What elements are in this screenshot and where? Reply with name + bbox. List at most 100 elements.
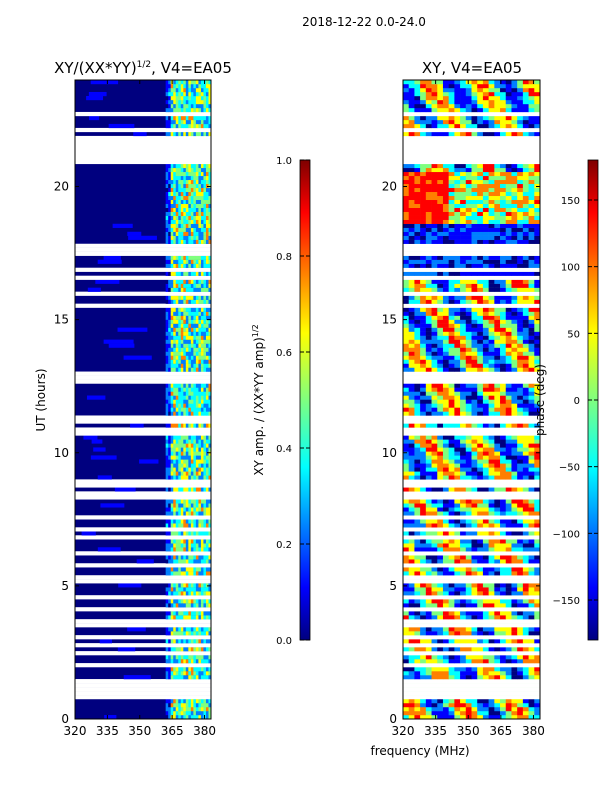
- amp-cell: [200, 311, 204, 316]
- phase-cell: [454, 355, 461, 360]
- phase-cell: [477, 331, 484, 336]
- phase-cell: [534, 471, 541, 476]
- phase-cell: [505, 199, 512, 205]
- phase-cell: [442, 187, 449, 193]
- phase-cell: [465, 223, 472, 228]
- amp-cell: [190, 219, 194, 224]
- phase-cell: [505, 383, 512, 388]
- amp-cell: [178, 199, 182, 205]
- amp-cell: [190, 439, 194, 444]
- phase-cell: [471, 167, 478, 173]
- phase-cell: [408, 715, 415, 720]
- amp-cell: [205, 435, 209, 440]
- phase-cell: [517, 231, 524, 236]
- amp-cell: [178, 603, 182, 608]
- phase-cell: [471, 583, 478, 588]
- amp-cell: [195, 283, 199, 288]
- amp-cell: [170, 411, 174, 416]
- amp-cell: [180, 167, 184, 173]
- amp-cell: [193, 659, 197, 664]
- phase-cell: [494, 179, 501, 185]
- amp-cell: [193, 295, 197, 300]
- phase-cell: [511, 295, 518, 300]
- amp-cell: [200, 615, 204, 620]
- amp-cell: [193, 439, 197, 444]
- phase-cell: [517, 99, 524, 105]
- phase-cell: [403, 403, 410, 408]
- amp-cell: [183, 191, 187, 197]
- phase-cell: [414, 707, 421, 712]
- amp-cell: [190, 399, 194, 404]
- amp-cell: [183, 411, 187, 416]
- phase-cell: [465, 171, 472, 177]
- phase-cell: [414, 339, 421, 344]
- phase-cell: [425, 451, 432, 456]
- phase-cell: [517, 167, 524, 173]
- amp-cell: [208, 655, 212, 660]
- amp-cell: [200, 639, 204, 644]
- phase-cell: [488, 411, 495, 416]
- phase-cell: [488, 207, 495, 212]
- amp-cell: [188, 627, 192, 632]
- phase-cell: [488, 391, 495, 396]
- amp-cell: [188, 215, 192, 220]
- amp-cell: [185, 171, 189, 177]
- phase-cell: [477, 259, 484, 264]
- amp-cell: [198, 87, 202, 93]
- phase-flag-row: [403, 491, 540, 496]
- amp-cell: [168, 103, 172, 109]
- amp-cell: [185, 223, 189, 228]
- phase-cell: [442, 219, 449, 224]
- amp-cell: [185, 675, 189, 680]
- amp-cell: [170, 287, 174, 292]
- phase-cell: [511, 347, 518, 352]
- amp-cell: [190, 323, 194, 328]
- phase-cell: [522, 235, 529, 240]
- amp-cell: [190, 667, 194, 672]
- phase-cell: [500, 167, 507, 173]
- amp-cell: [193, 95, 197, 101]
- amp-cell: [165, 399, 169, 404]
- phase-cell: [534, 211, 541, 216]
- phase-cell: [494, 411, 501, 416]
- phase-cell: [528, 659, 535, 664]
- phase-cell: [477, 367, 484, 372]
- phase-cell: [465, 363, 472, 368]
- phase-cell: [534, 615, 541, 620]
- amp-cell: [185, 435, 189, 440]
- phase-cell: [425, 80, 432, 85]
- amp-cell: [173, 239, 177, 244]
- phase-cell: [420, 199, 427, 205]
- amp-cell: [183, 119, 187, 125]
- amp-cell: [193, 539, 197, 544]
- amp-cell: [178, 223, 182, 228]
- amp-cell: [190, 107, 194, 113]
- amp-cell: [203, 167, 207, 173]
- phase-cell: [431, 119, 438, 125]
- phase-cell: [448, 443, 455, 448]
- amp-cell: [208, 647, 212, 652]
- phase-cell: [403, 667, 410, 672]
- phase-cell: [460, 223, 467, 228]
- amp-cell: [183, 707, 187, 712]
- amp-cell: [183, 195, 187, 201]
- phase-cell: [414, 439, 421, 444]
- phase-cell: [511, 639, 518, 644]
- phase-cell: [431, 591, 438, 596]
- amp-cell: [173, 627, 177, 632]
- amp-cell: [165, 107, 169, 113]
- amp-cell: [205, 439, 209, 444]
- phase-cell: [488, 591, 495, 596]
- amp-cell: [205, 347, 209, 352]
- amp-flag-row: [75, 379, 211, 384]
- amp-cell: [178, 279, 182, 284]
- phase-cell: [437, 363, 444, 368]
- phase-cell: [437, 423, 444, 428]
- amp-cell: [208, 627, 212, 632]
- phase-cell: [471, 171, 478, 177]
- phase-cell: [403, 259, 410, 264]
- phase-cell: [454, 391, 461, 396]
- amp-cell: [203, 331, 207, 336]
- amp-cell: [208, 639, 212, 644]
- amp-cell: [198, 327, 202, 332]
